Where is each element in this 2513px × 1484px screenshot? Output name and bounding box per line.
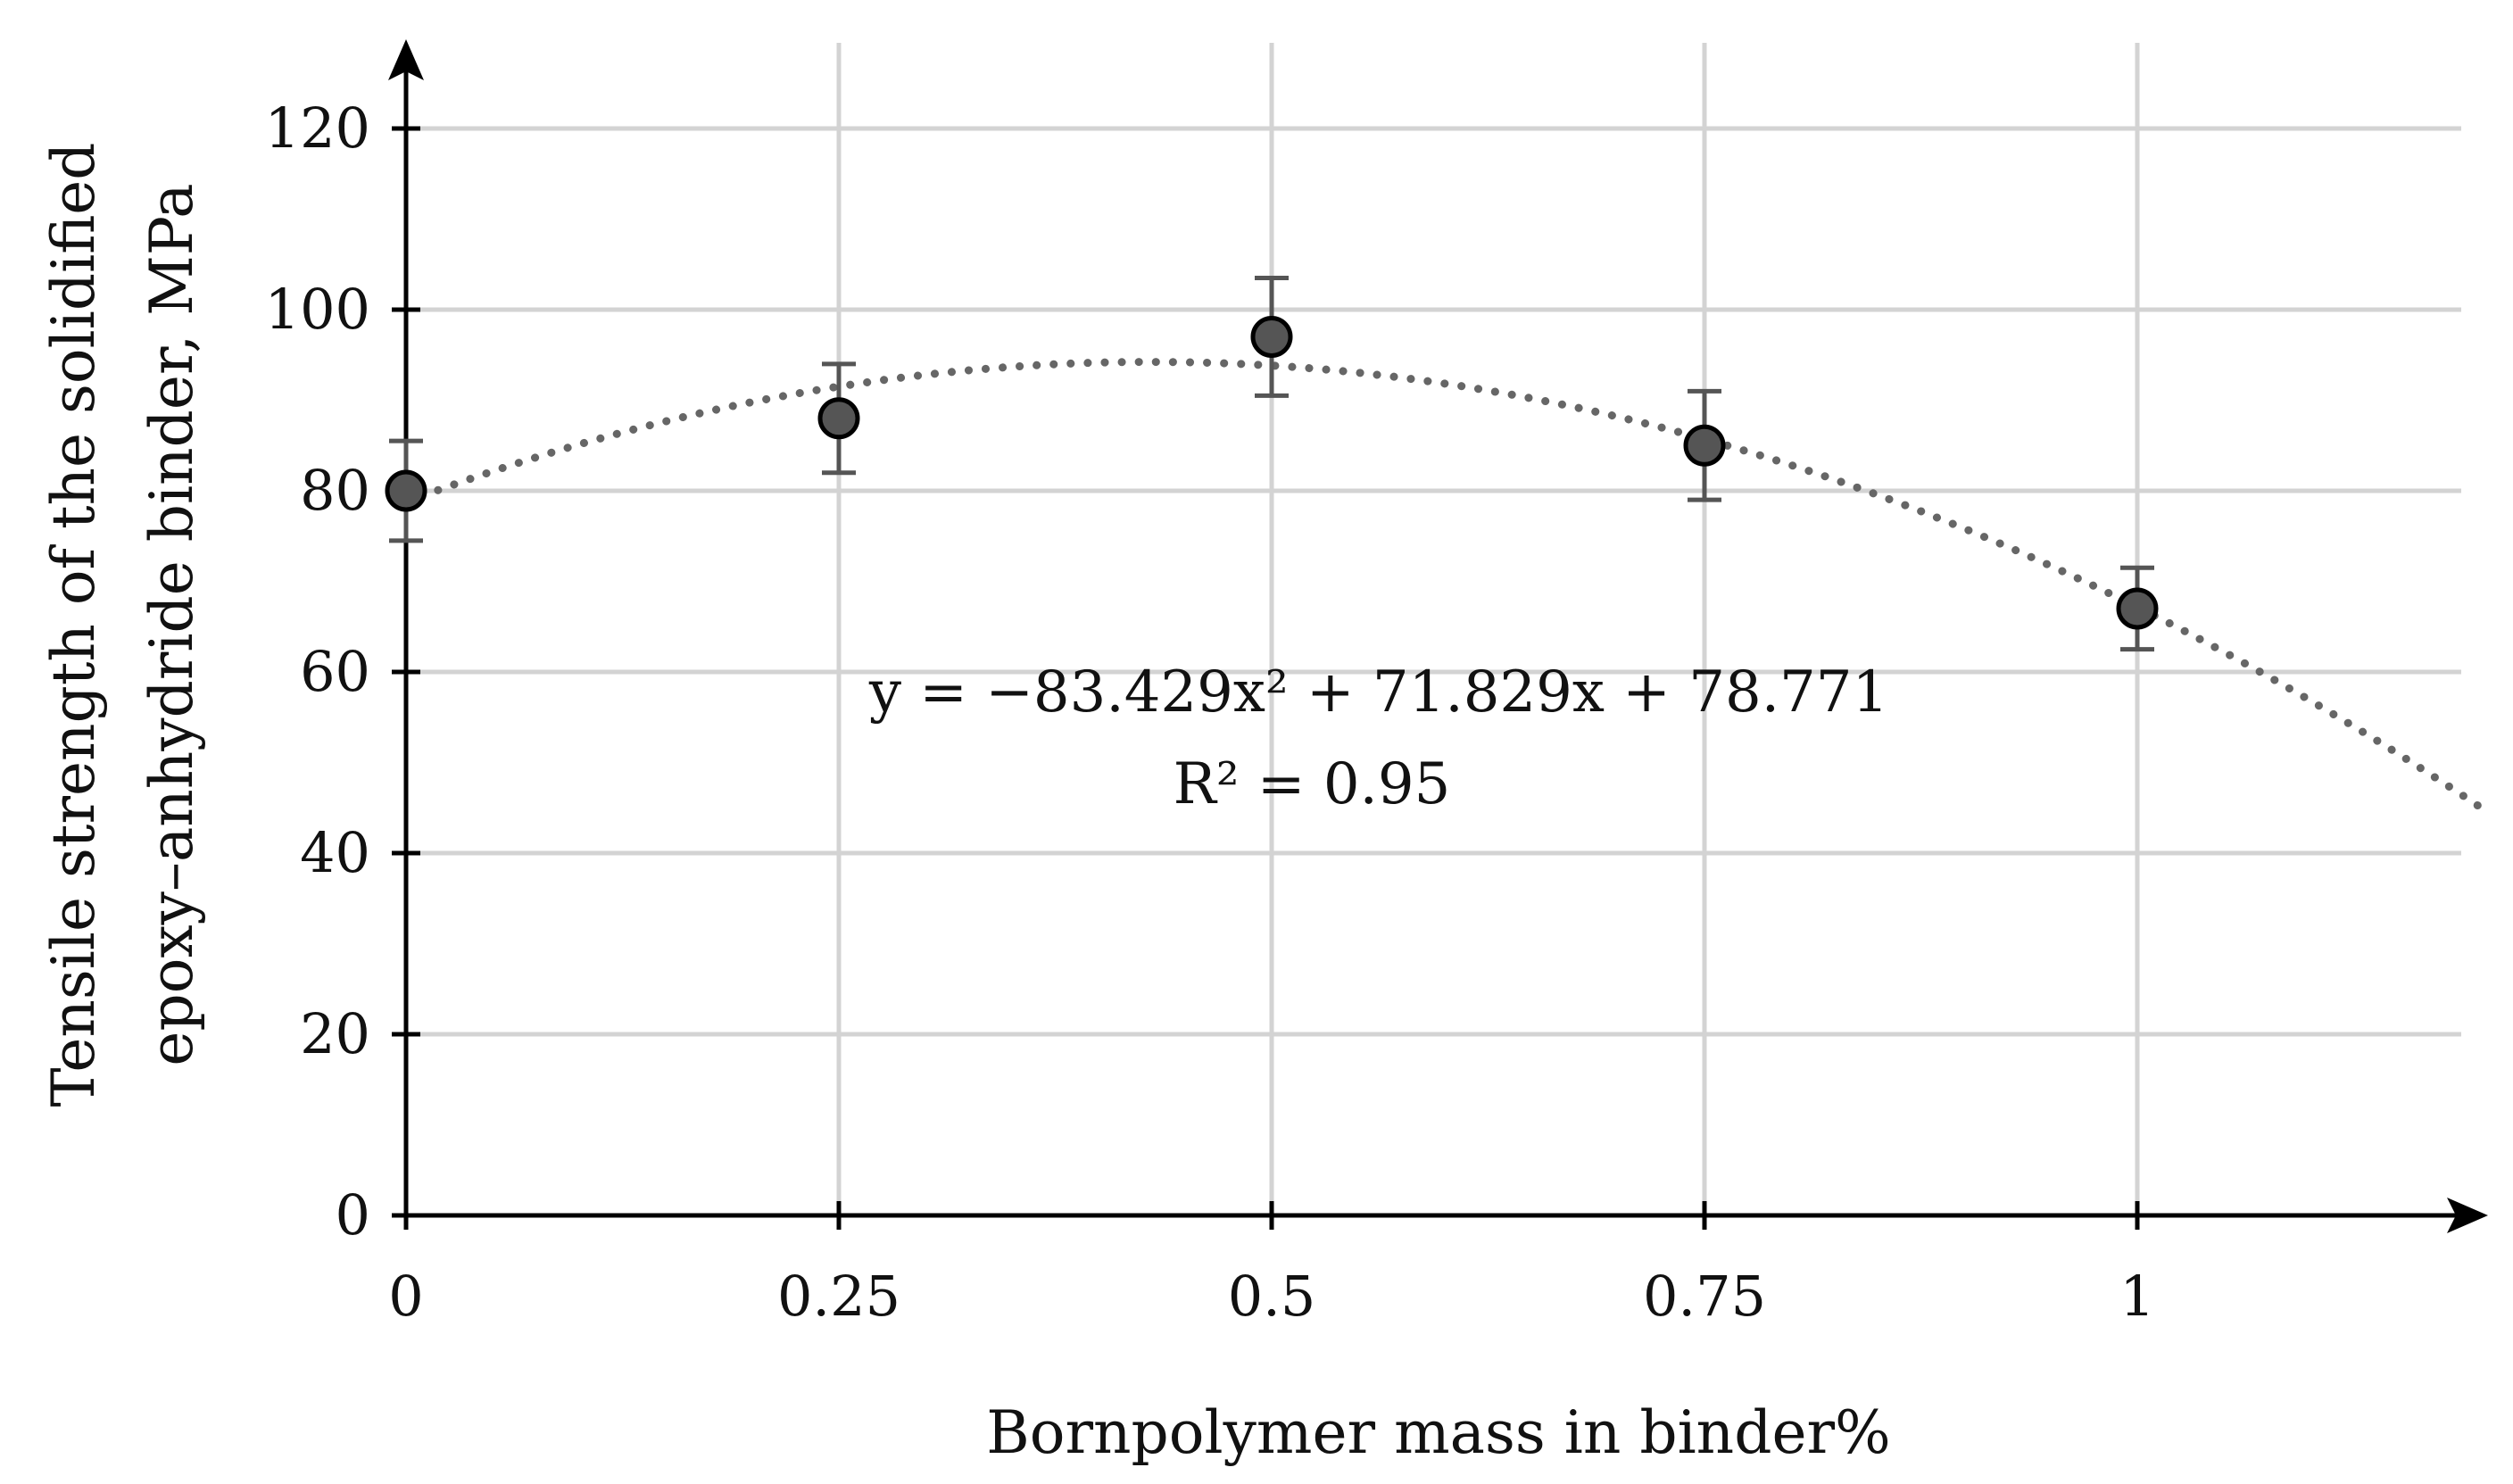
y-tick-label-6: 120 [265,95,370,161]
x-tick-label-4: 1 [2119,1264,2154,1329]
x-tick-label-2: 0.5 [1228,1264,1316,1329]
y-tick-label-0: 0 [336,1182,370,1248]
data-point-1 [817,397,860,440]
axes [388,39,2488,1233]
y-axis-arrowhead [388,39,424,80]
y-axis-title-line-1: Tensile strength of the solidified [39,142,108,1107]
vertical-gridlines [836,43,2140,1215]
trendline-equation: y = −83.429x² + 71.829x + 78.771 [868,659,1888,725]
x-tick-labels: 0 0.25 0.5 0.75 1 [388,1264,2154,1329]
data-points [385,315,2159,630]
y-axis-title: Tensile strength of the solidified epoxy… [39,142,206,1107]
r-squared-label: R² = 0.95 [1174,751,1451,817]
y-tick-label-2: 40 [300,820,370,885]
data-point-2 [1250,315,1293,358]
x-tick-label-3: 0.75 [1643,1264,1766,1329]
horizontal-gridlines [406,126,2461,1037]
x-tick-label-1: 0.25 [777,1264,900,1329]
y-tick-label-5: 100 [265,277,370,342]
data-point-4 [2116,587,2159,630]
y-tick-labels: 0 20 40 60 80 100 120 [265,95,370,1248]
y-tick-label-1: 20 [300,1001,370,1066]
trendline [402,358,2488,814]
y-tick-label-3: 60 [300,639,370,704]
data-point-0 [385,469,427,512]
trendline-group [402,358,2488,814]
x-axis-title: Bornpolymer mass in binder% [986,1398,1891,1467]
y-tick-label-4: 80 [300,458,370,523]
x-axis-arrowhead [2447,1198,2488,1233]
x-tick-label-0: 0 [388,1264,423,1329]
y-axis-title-line-2: epoxy–anhydride binder, MPa [137,183,206,1065]
data-point-3 [1683,424,1726,467]
